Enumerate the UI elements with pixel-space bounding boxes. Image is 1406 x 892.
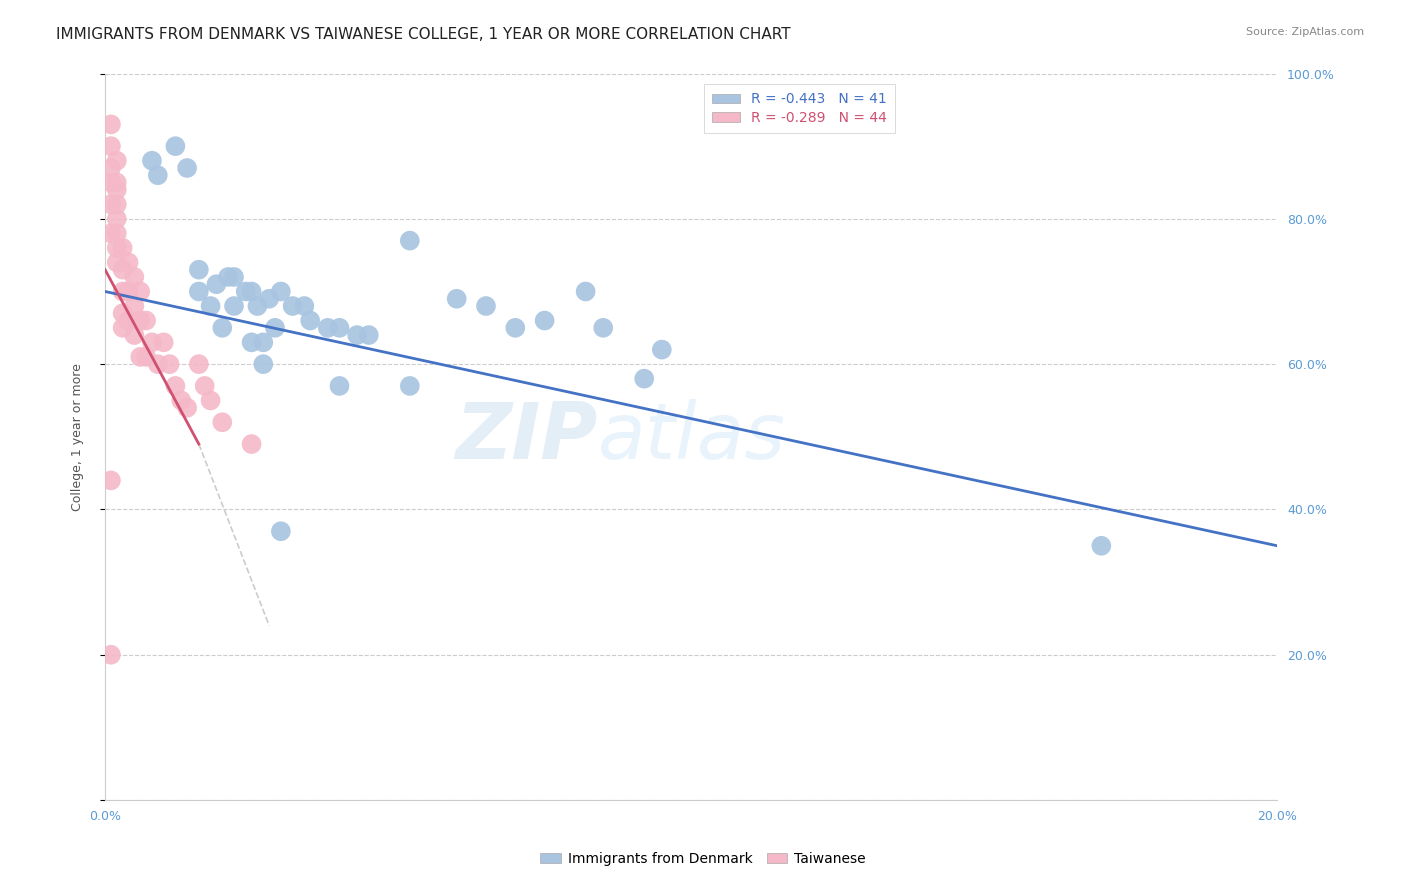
Point — [170, 393, 193, 408]
Point — [100, 117, 122, 131]
Point — [129, 313, 152, 327]
Point — [105, 211, 128, 226]
Point — [100, 161, 122, 175]
Point — [111, 241, 134, 255]
Point — [222, 269, 245, 284]
Point — [124, 328, 146, 343]
Point — [141, 335, 163, 350]
Point — [100, 474, 122, 488]
Point — [105, 153, 128, 168]
Point — [117, 255, 139, 269]
Point — [159, 357, 181, 371]
Point — [316, 321, 339, 335]
Point — [194, 379, 217, 393]
Point — [165, 379, 187, 393]
Point — [117, 313, 139, 327]
Point — [111, 306, 134, 320]
Point — [146, 168, 169, 182]
Point — [100, 197, 122, 211]
Point — [111, 321, 134, 335]
Point — [533, 313, 555, 327]
Point — [117, 285, 139, 299]
Point — [135, 313, 157, 327]
Point — [146, 357, 169, 371]
Point — [129, 350, 152, 364]
Point — [187, 357, 209, 371]
Point — [124, 299, 146, 313]
Point — [205, 277, 228, 292]
Point — [346, 328, 368, 343]
Point — [111, 262, 134, 277]
Point — [328, 379, 350, 393]
Text: IMMIGRANTS FROM DENMARK VS TAIWANESE COLLEGE, 1 YEAR OR MORE CORRELATION CHART: IMMIGRANTS FROM DENMARK VS TAIWANESE COL… — [56, 27, 790, 42]
Point — [328, 321, 350, 335]
Text: ZIP: ZIP — [456, 399, 598, 475]
Point — [217, 269, 239, 284]
Point — [246, 299, 269, 313]
Point — [398, 379, 420, 393]
Legend: Immigrants from Denmark, Taiwanese: Immigrants from Denmark, Taiwanese — [534, 847, 872, 871]
Point — [100, 176, 122, 190]
Point — [575, 285, 598, 299]
Point — [264, 321, 287, 335]
Point — [252, 335, 274, 350]
Point — [475, 299, 498, 313]
Point — [281, 299, 304, 313]
Point — [200, 393, 222, 408]
Text: Source: ZipAtlas.com: Source: ZipAtlas.com — [1246, 27, 1364, 37]
Point — [211, 321, 233, 335]
Point — [357, 328, 380, 343]
Point — [398, 234, 420, 248]
Point — [100, 227, 122, 241]
Point — [505, 321, 527, 335]
Point — [105, 227, 128, 241]
Point — [129, 285, 152, 299]
Point — [152, 335, 174, 350]
Point — [633, 372, 655, 386]
Point — [240, 285, 263, 299]
Point — [240, 335, 263, 350]
Point — [135, 350, 157, 364]
Point — [111, 285, 134, 299]
Point — [176, 401, 198, 415]
Point — [105, 255, 128, 269]
Point — [141, 153, 163, 168]
Point — [100, 139, 122, 153]
Point — [105, 197, 128, 211]
Text: atlas: atlas — [598, 399, 785, 475]
Point — [100, 648, 122, 662]
Point — [211, 415, 233, 429]
Point — [240, 437, 263, 451]
Point — [299, 313, 322, 327]
Point — [187, 285, 209, 299]
Point — [651, 343, 673, 357]
Point — [235, 285, 257, 299]
Point — [252, 357, 274, 371]
Point — [446, 292, 468, 306]
Point — [200, 299, 222, 313]
Legend: R = -0.443   N = 41, R = -0.289   N = 44: R = -0.443 N = 41, R = -0.289 N = 44 — [704, 84, 896, 133]
Point — [222, 299, 245, 313]
Point — [270, 524, 292, 539]
Point — [1090, 539, 1112, 553]
Point — [257, 292, 280, 306]
Point — [105, 176, 128, 190]
Point — [105, 241, 128, 255]
Y-axis label: College, 1 year or more: College, 1 year or more — [72, 363, 84, 511]
Point — [270, 285, 292, 299]
Point — [124, 269, 146, 284]
Point — [105, 183, 128, 197]
Point — [187, 262, 209, 277]
Point — [592, 321, 614, 335]
Point — [176, 161, 198, 175]
Point — [292, 299, 315, 313]
Point — [165, 139, 187, 153]
